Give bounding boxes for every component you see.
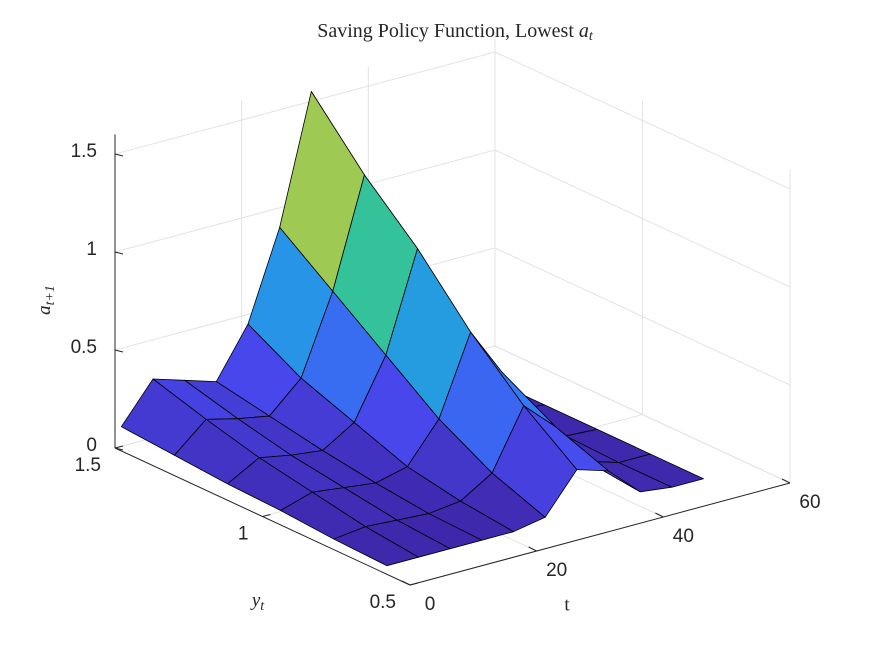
z-axis-label: at+1: [34, 285, 58, 315]
z-label-sub: t+1: [43, 285, 58, 305]
y-tick-label: 1.5: [75, 455, 101, 476]
z-tick: [114, 251, 124, 255]
z-tick-label: 0: [86, 435, 97, 456]
z-tick: [114, 153, 124, 157]
y-tick-label: 1: [238, 524, 249, 545]
grid-line: [494, 345, 791, 484]
x-tick: [401, 580, 411, 586]
chart-title: Saving Policy Function, Lowest at: [317, 20, 594, 45]
x-axis: [409, 482, 791, 586]
x-tick-label: 40: [673, 526, 694, 547]
y-tick: [114, 445, 124, 449]
grid-line: [494, 51, 791, 190]
z-tick: [114, 447, 124, 451]
y-tick: [409, 582, 419, 586]
y-tick-label: 0.5: [370, 592, 396, 613]
z-tick-label: 0.5: [71, 337, 97, 358]
x-axis-label: t: [564, 594, 570, 615]
y-label-var: y: [250, 590, 261, 611]
grid-line: [114, 51, 496, 155]
y-tick: [262, 514, 271, 517]
x-tick-label: 0: [425, 594, 436, 615]
y-axis-label: yt: [250, 590, 265, 614]
x-tick: [655, 512, 664, 518]
title-var: a: [579, 20, 589, 42]
title-sub: t: [589, 29, 594, 44]
grid-line: [494, 149, 791, 288]
z-tick-label: 1.5: [71, 141, 97, 162]
z-label-var: a: [34, 305, 55, 315]
title-text: Saving Policy Function, Lowest: [317, 20, 574, 42]
surface-face: [333, 526, 419, 567]
y-label-sub: t: [260, 599, 265, 614]
grid-line: [494, 247, 791, 386]
z-tick: [114, 349, 124, 353]
x-tick-label: 20: [546, 560, 567, 581]
x-tick: [528, 546, 537, 552]
z-tick-label: 1: [86, 239, 97, 260]
x-tick: [781, 478, 791, 484]
x-tick-label: 60: [799, 492, 820, 513]
